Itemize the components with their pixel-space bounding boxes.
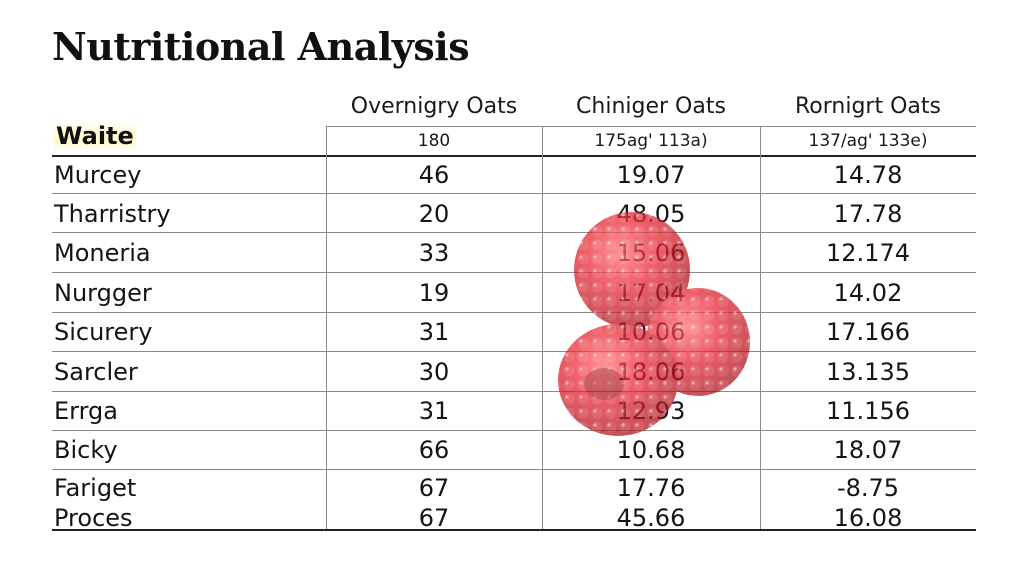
table-cell: 20 bbox=[418, 200, 450, 228]
column-divider bbox=[326, 126, 327, 530]
table-cell: 67 bbox=[418, 474, 450, 502]
row-label: Sicurery bbox=[54, 318, 153, 346]
table-cell: -8.75 bbox=[836, 474, 900, 502]
header-rule bbox=[326, 126, 976, 127]
page-title: Nutritional Analysis bbox=[52, 24, 470, 69]
table-cell: 31 bbox=[418, 397, 450, 425]
table-cell: 10.06 bbox=[616, 318, 686, 346]
table-cell: 46 bbox=[418, 161, 450, 189]
table-cell: 12.93 bbox=[616, 397, 686, 425]
table-cell: 17.76 bbox=[616, 474, 686, 502]
table-cell: 45.66 bbox=[616, 504, 686, 532]
subheader-rule bbox=[52, 155, 976, 157]
row-divider bbox=[52, 232, 976, 233]
table-cell: 12.174 bbox=[826, 239, 910, 267]
row-label: Moneria bbox=[54, 239, 151, 267]
row-label: Murcey bbox=[54, 161, 142, 189]
row-divider bbox=[52, 272, 976, 273]
table-cell: 66 bbox=[418, 436, 450, 464]
row-divider bbox=[52, 193, 976, 194]
row-label: Sarcler bbox=[54, 358, 138, 386]
table-cell: 30 bbox=[418, 358, 450, 386]
row-label: Tharristry bbox=[54, 200, 171, 228]
table-cell: 19.07 bbox=[616, 161, 686, 189]
weight-label: Waite bbox=[54, 120, 136, 152]
table-bottom-rule bbox=[52, 529, 976, 531]
column-subheader-2: 175ag' 113a) bbox=[594, 131, 708, 151]
column-subheader-1: 180 bbox=[417, 131, 451, 151]
table-cell: 17.78 bbox=[833, 200, 903, 228]
row-divider bbox=[52, 430, 976, 431]
row-divider bbox=[52, 391, 976, 392]
table-cell: 16.08 bbox=[833, 504, 903, 532]
column-divider bbox=[542, 126, 543, 530]
row-label: Nurgger bbox=[54, 279, 152, 307]
table-cell: 17.166 bbox=[826, 318, 910, 346]
table-cell: 18.07 bbox=[833, 436, 903, 464]
row-label: Proces bbox=[54, 504, 133, 532]
table-cell: 33 bbox=[418, 239, 450, 267]
row-label: Fariget bbox=[54, 474, 137, 502]
column-header-1: Overnigry Oats bbox=[350, 94, 518, 119]
row-divider bbox=[52, 469, 976, 470]
column-subheader-3: 137/ag' 133e) bbox=[808, 131, 928, 151]
row-label: Bicky bbox=[54, 436, 118, 464]
row-divider bbox=[52, 351, 976, 352]
table-cell: 18.06 bbox=[616, 358, 686, 386]
table-cell: 67 bbox=[418, 504, 450, 532]
table-cell: 14.78 bbox=[833, 161, 903, 189]
table-cell: 19 bbox=[418, 279, 450, 307]
table-cell: 31 bbox=[418, 318, 450, 346]
table-cell: 10.68 bbox=[616, 436, 686, 464]
table-cell: 17.04 bbox=[616, 279, 686, 307]
row-label: Errga bbox=[54, 397, 118, 425]
column-header-2: Chiniger Oats bbox=[576, 94, 726, 119]
table-cell: 13.135 bbox=[826, 358, 910, 386]
table-cell: 48.05 bbox=[616, 200, 686, 228]
table-cell: 15.06 bbox=[616, 239, 686, 267]
row-divider bbox=[52, 312, 976, 313]
table-cell: 14.02 bbox=[833, 279, 903, 307]
table-cell: 11.156 bbox=[826, 397, 910, 425]
column-divider bbox=[760, 126, 761, 530]
column-header-3: Rornigrt Oats bbox=[795, 94, 941, 119]
